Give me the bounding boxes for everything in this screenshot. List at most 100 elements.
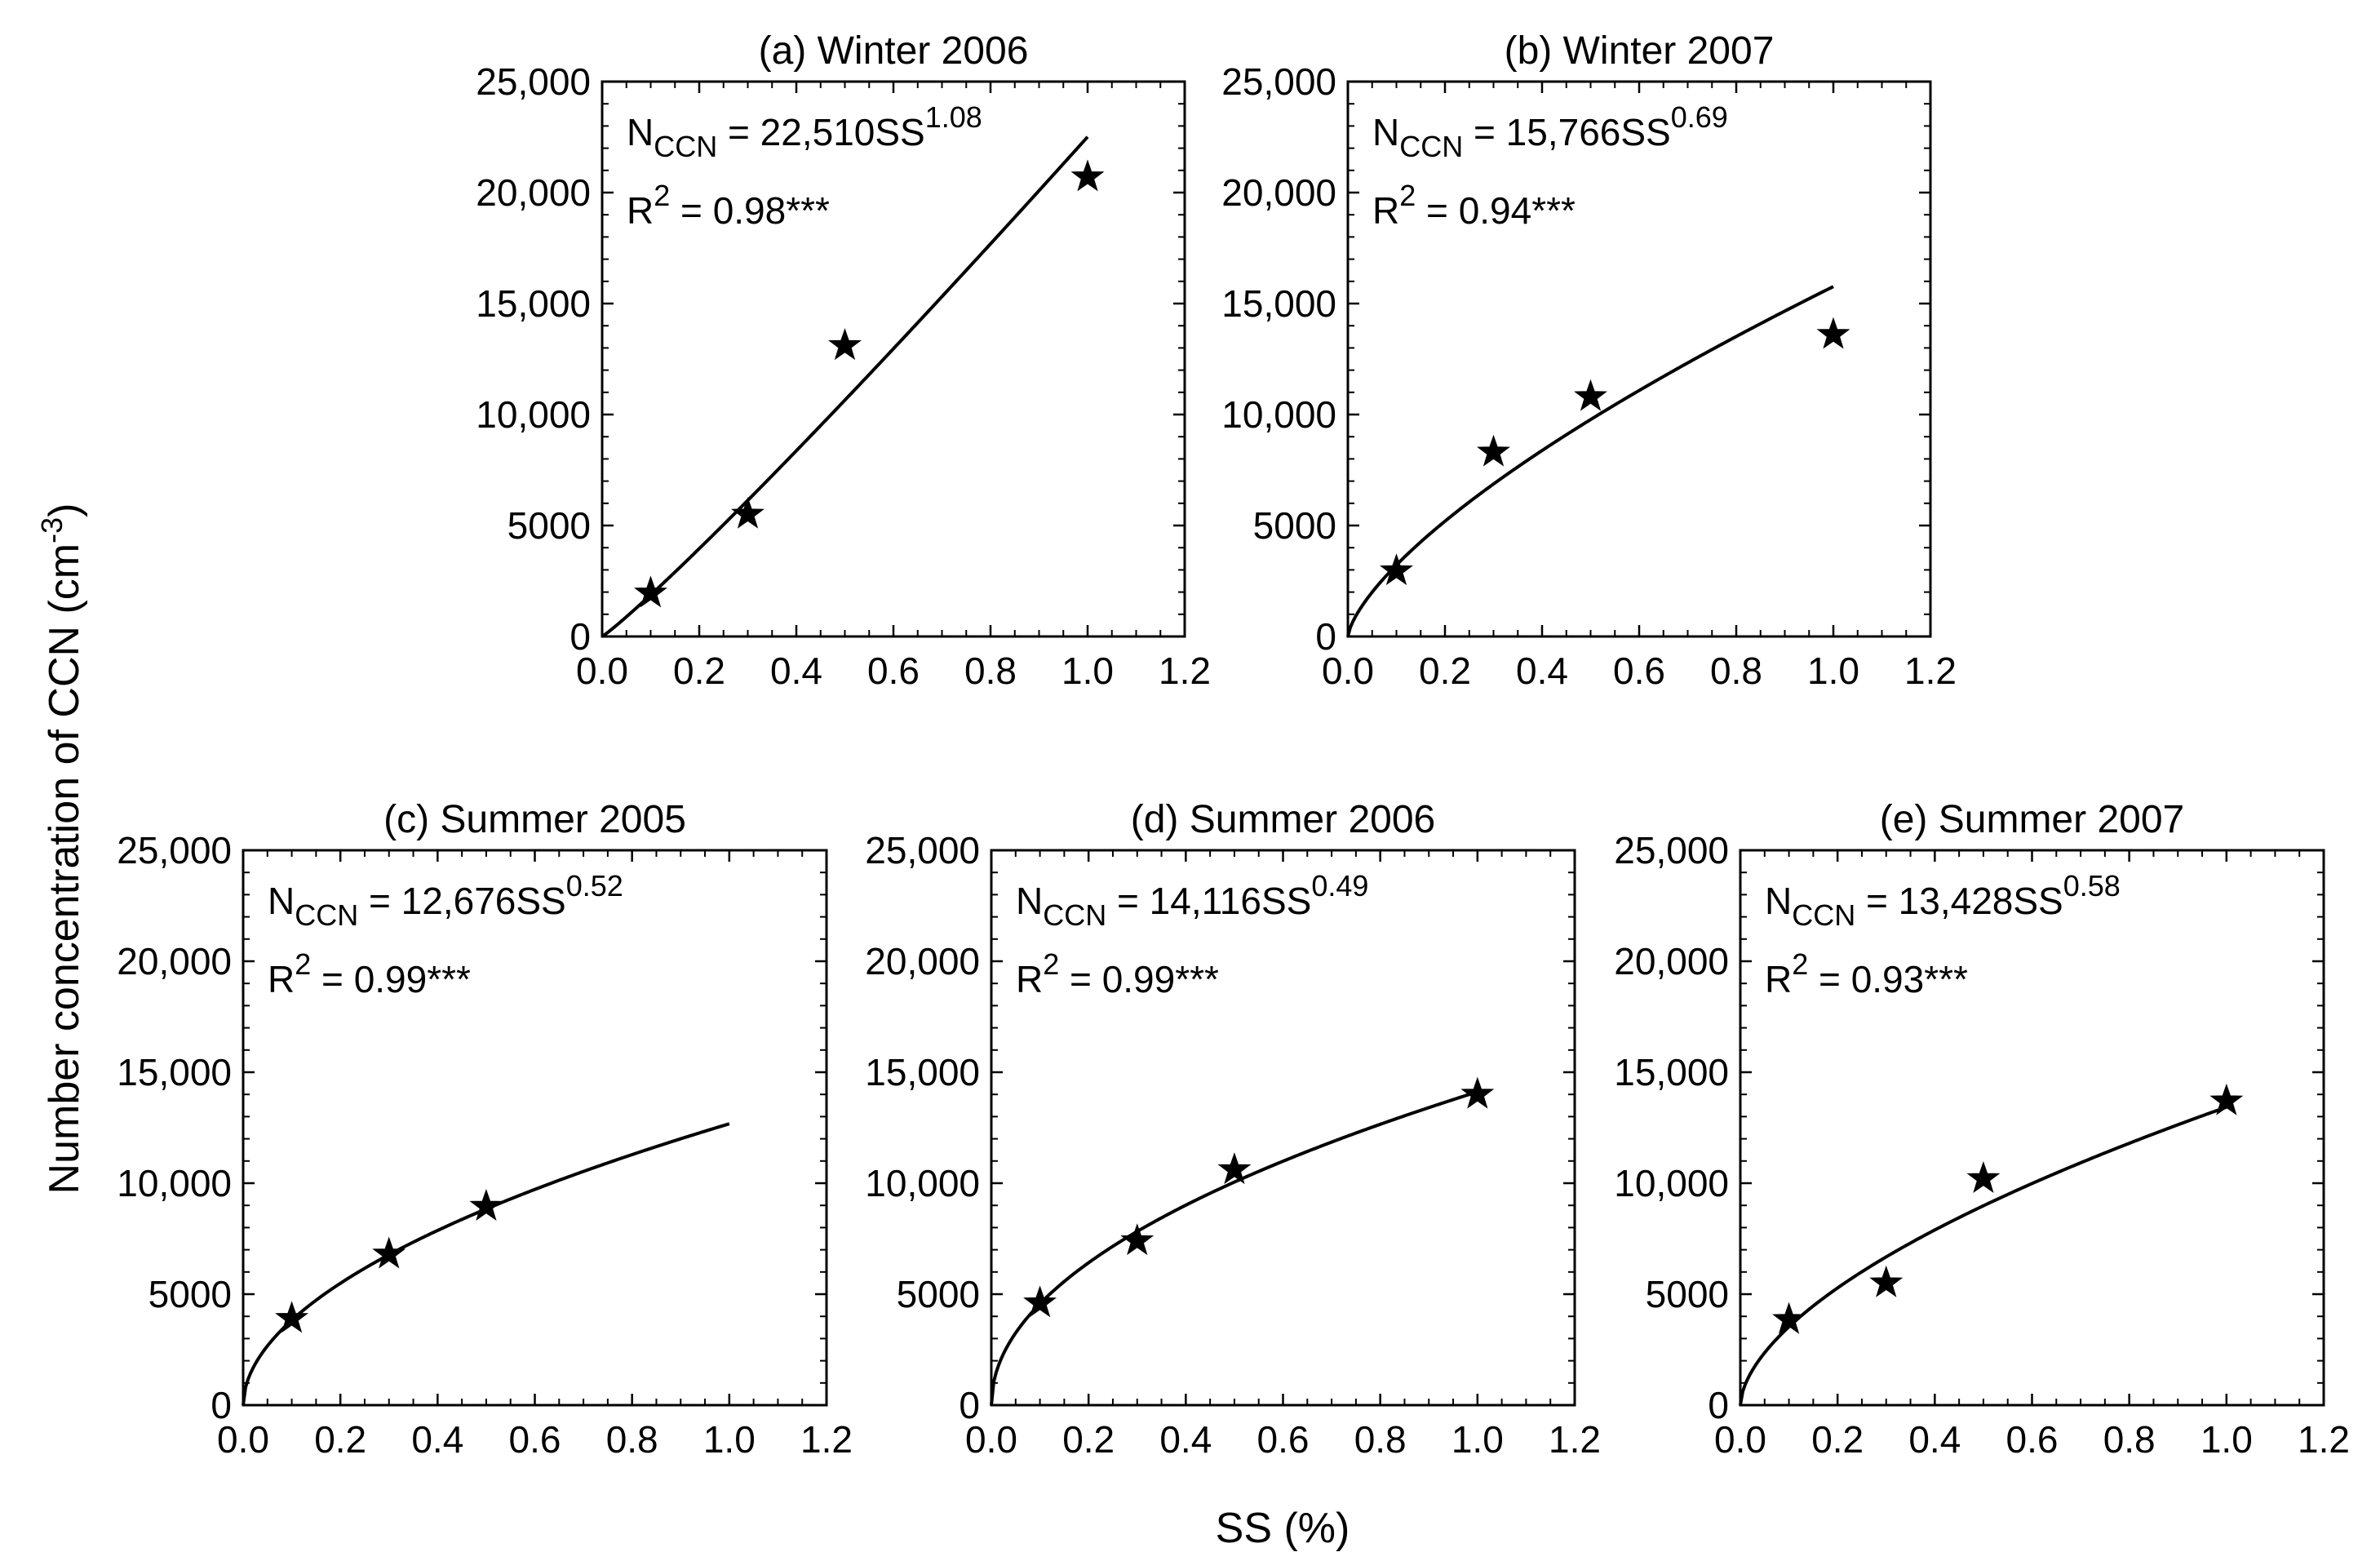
y-tick-label: 25,000: [1614, 829, 1729, 871]
r2-sup: 2: [1792, 947, 1808, 981]
fit-equation: NCCN = 15,766SS0.69: [1372, 100, 1728, 163]
r2-rest: = 0.99***: [311, 958, 471, 1000]
eq-lhs: N: [627, 111, 654, 153]
x-tick-label: 1.2: [1904, 650, 1957, 692]
x-tick-label: 1.0: [2201, 1418, 2253, 1461]
data-point-star: [1869, 1265, 1904, 1297]
y-tick-label: 25,000: [1221, 60, 1336, 103]
eq-mid: = 12,676SS: [358, 880, 565, 922]
x-tick-label: 0.2: [673, 650, 725, 692]
r2-base: R: [1372, 189, 1399, 232]
x-tick-label: 0.2: [1811, 1418, 1864, 1461]
x-tick-label: 0.6: [867, 650, 920, 692]
data-point-star: [469, 1189, 503, 1221]
x-tick-label: 0.4: [1159, 1418, 1212, 1461]
panel-title: (c) Summer 2005: [383, 798, 686, 841]
x-tick-label: 0.8: [2103, 1418, 2156, 1461]
y-tick-label: 10,000: [476, 393, 591, 436]
fit-curve: [1739, 1105, 2227, 1406]
data-point-star: [1772, 1302, 1806, 1334]
data-point-star: [275, 1301, 309, 1333]
data-point-star: [1070, 159, 1105, 192]
r2-sup: 2: [1043, 947, 1059, 981]
x-tick-label: 0.4: [411, 1418, 463, 1461]
x-tick-label: 0.4: [1908, 1418, 1961, 1461]
data-point-star: [828, 328, 862, 361]
data-point-star: [1217, 1152, 1252, 1185]
x-tick-label: 1.2: [1159, 650, 1211, 692]
eq-lhs: N: [268, 880, 295, 922]
r2-base: R: [627, 189, 654, 232]
r-squared: R2 = 0.94***: [1372, 179, 1576, 232]
y-tick-label: 0: [1708, 1384, 1729, 1426]
x-tick-label: 0.8: [606, 1418, 658, 1461]
fit-curve: [1346, 285, 1834, 637]
y-tick-label: 20,000: [476, 171, 591, 214]
y-tick-label: 20,000: [1221, 171, 1336, 214]
data-point-star: [731, 496, 765, 529]
data-point-star: [1460, 1076, 1495, 1109]
eq-subscript: CCN: [1399, 130, 1463, 163]
x-tick-label: 1.0: [703, 1418, 756, 1461]
r-squared: R2 = 0.98***: [627, 179, 830, 232]
data-point-star: [1816, 317, 1850, 349]
plot-frame: [601, 80, 1186, 638]
r2-rest: = 0.93***: [1808, 958, 1968, 1000]
x-tick-label: 1.2: [2298, 1418, 2350, 1461]
eq-subscript: CCN: [295, 898, 358, 932]
y-axis-label-close: ): [41, 503, 88, 517]
x-tick-label: 0.0: [1714, 1418, 1766, 1461]
r2-sup: 2: [295, 947, 311, 981]
fit-equation: NCCN = 14,116SS0.49: [1016, 869, 1368, 932]
y-tick-label: 10,000: [1221, 393, 1336, 436]
panel-b: 0.0 0.2 0.4 0.6 0.8 1.0 1.20500010,00015,00020…: [1221, 29, 1957, 692]
plot-frame: [242, 849, 828, 1407]
x-tick-label: 0.0: [965, 1418, 1017, 1461]
eq-exponent: 0.58: [2063, 869, 2121, 902]
y-tick-label: 5000: [1646, 1273, 1729, 1315]
y-axis-label: Number concentration of CCN (cm-3): [35, 503, 88, 1195]
x-tick-label: 0.4: [770, 650, 822, 692]
eq-mid: = 13,428SS: [1855, 880, 2063, 922]
y-tick-label: 10,000: [1614, 1162, 1729, 1204]
x-tick-label: 0.6: [509, 1418, 561, 1461]
r2-base: R: [268, 958, 295, 1000]
eq-subscript: CCN: [1792, 898, 1855, 932]
x-tick-label: 1.0: [1807, 650, 1859, 692]
x-tick-label: 0.8: [964, 650, 1017, 692]
y-tick-label: 0: [570, 615, 591, 658]
plot-frame: [1346, 80, 1932, 638]
y-tick-label: 15,000: [865, 1051, 980, 1093]
data-point-star: [1023, 1285, 1057, 1318]
x-tick-label: 0.6: [1257, 1418, 1310, 1461]
y-tick-label: 15,000: [117, 1051, 232, 1093]
x-axis-label: SS (%): [1216, 1505, 1350, 1552]
x-tick-label: 0.0: [576, 650, 628, 692]
data-point-star: [1120, 1223, 1155, 1256]
eq-subscript: CCN: [1043, 898, 1106, 932]
eq-lhs: N: [1016, 880, 1043, 922]
eq-lhs: N: [1765, 880, 1792, 922]
x-tick-label: 0.6: [2006, 1418, 2059, 1461]
y-tick-label: 25,000: [117, 829, 232, 871]
panel-d: 0.0 0.2 0.4 0.6 0.8 1.0 1.20500010,00015,00020…: [865, 798, 1601, 1461]
r2-sup: 2: [654, 179, 670, 212]
data-point-star: [634, 575, 667, 608]
x-tick-label: 1.0: [1451, 1418, 1504, 1461]
y-tick-label: 0: [211, 1384, 232, 1426]
fit-curve: [990, 1090, 1478, 1406]
fit-curve: [242, 1122, 730, 1406]
fit-equation: NCCN = 22,510SS1.08: [627, 100, 982, 163]
x-tick-label: 1.0: [1061, 650, 1114, 692]
x-tick-label: 0.8: [1354, 1418, 1407, 1461]
fit-curve: [601, 135, 1089, 638]
x-tick-label: 0.2: [1419, 650, 1471, 692]
eq-lhs: N: [1372, 111, 1399, 153]
x-tick-label: 0.2: [314, 1418, 366, 1461]
panel-title: (b) Winter 2007: [1505, 29, 1775, 73]
panel-title: (a) Winter 2006: [759, 29, 1029, 73]
y-tick-label: 10,000: [865, 1162, 980, 1204]
eq-exponent: 0.52: [566, 869, 623, 902]
eq-exponent: 0.49: [1311, 869, 1368, 902]
panel-title: (d) Summer 2006: [1131, 798, 1435, 841]
